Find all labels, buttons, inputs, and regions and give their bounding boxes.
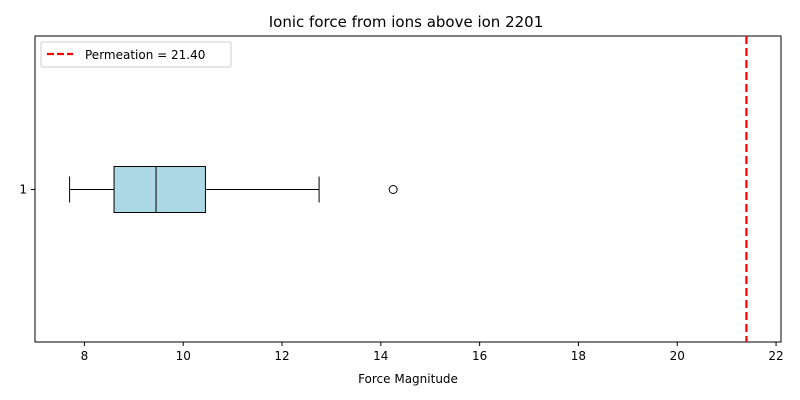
x-tick-label: 8 — [81, 349, 89, 363]
x-tick-label: 18 — [571, 349, 586, 363]
outlier-point — [388, 185, 398, 194]
y-tick-label: 1 — [19, 183, 27, 197]
x-tick-label: 12 — [274, 349, 289, 363]
y-axis-ticks: 1 — [19, 183, 35, 197]
legend-frame — [40, 41, 232, 68]
x-axis-ticks: 8 10 12 14 16 18 20 22 — [81, 342, 784, 363]
x-tick-label: 10 — [176, 349, 191, 363]
x-axis-label: Force Magnitude — [358, 372, 458, 386]
chart-title: Ionic force from ions above ion 2201 — [269, 13, 544, 31]
legend-entry-permeation: Permeation = 21.40 — [85, 48, 205, 62]
interquartile-box — [113, 166, 206, 213]
box-series — [69, 166, 398, 213]
x-tick-label: 22 — [768, 349, 783, 363]
x-tick-label: 16 — [472, 349, 487, 363]
x-tick-label: 20 — [670, 349, 685, 363]
x-tick-label: 14 — [373, 349, 388, 363]
legend: Permeation = 21.40 — [40, 41, 232, 68]
